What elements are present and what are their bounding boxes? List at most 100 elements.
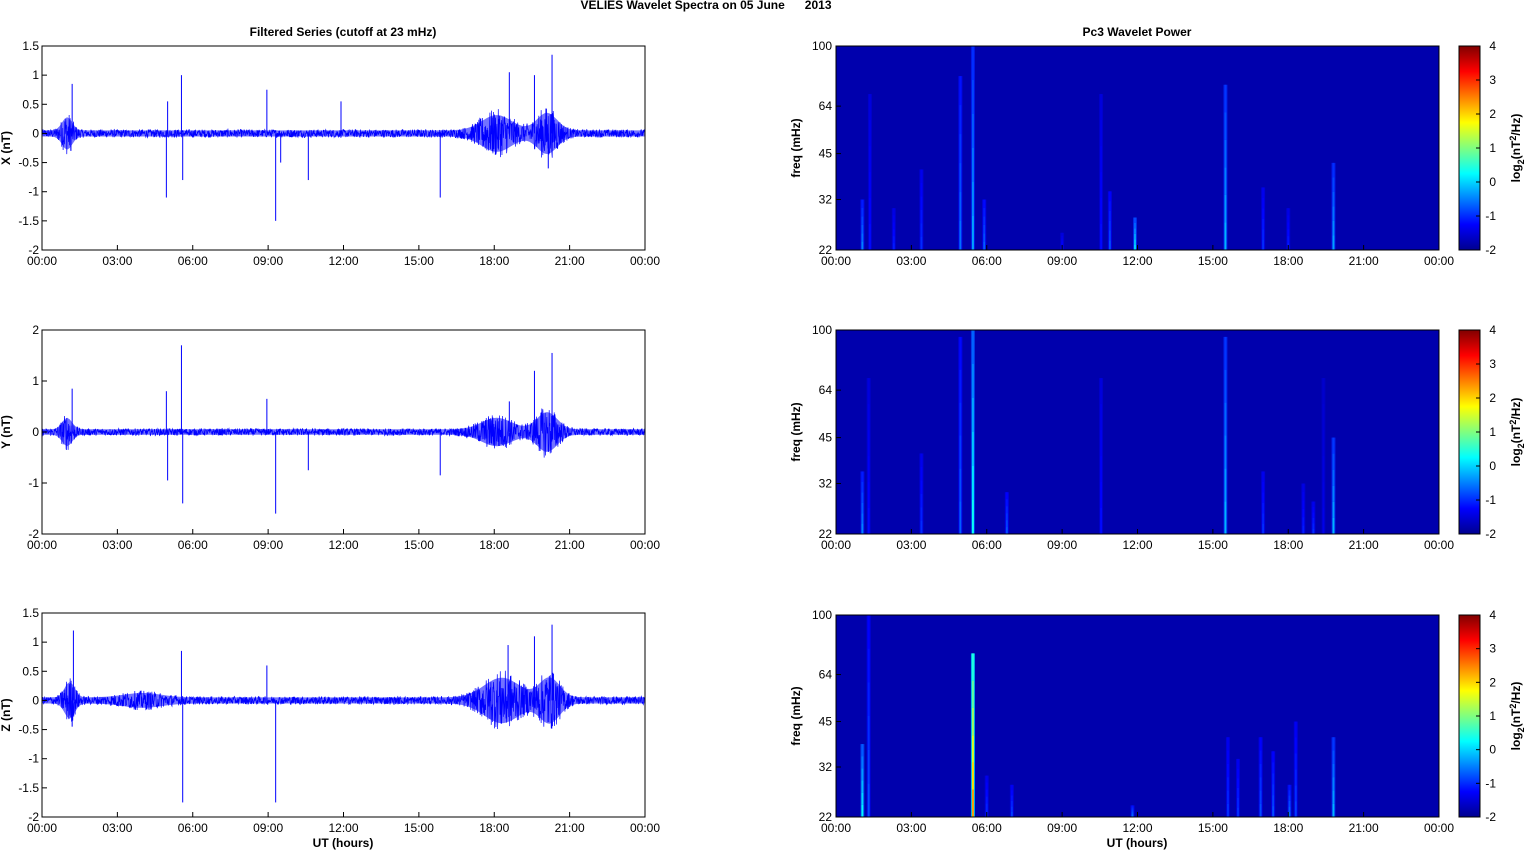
spectrogram-xtick-label: 06:00: [972, 538, 1002, 552]
power-streak: [1224, 84, 1227, 113]
spectrogram-xtick-label: 18:00: [1273, 254, 1303, 268]
power-streak: [861, 780, 864, 793]
power-streak: [1294, 785, 1297, 802]
power-streak: [1288, 800, 1291, 807]
power-streak: [971, 789, 974, 817]
power-streak: [1224, 501, 1227, 534]
power-streak: [1288, 790, 1291, 796]
power-streak: [1108, 201, 1111, 211]
colorbar-label-part: (nT: [1509, 424, 1523, 443]
power-streak: [1272, 784, 1275, 796]
power-streak: [861, 513, 864, 524]
power-streak: [868, 224, 871, 250]
series-envelope: [42, 677, 645, 724]
power-streak: [1332, 235, 1335, 250]
power-streak: [1332, 453, 1335, 470]
power-streak: [959, 336, 962, 370]
freq-tick-label: 32: [819, 760, 833, 774]
power-streak: [1108, 210, 1111, 221]
power-streak: [971, 80, 974, 114]
right-column-title: Pc3 Wavelet Power: [1083, 25, 1192, 39]
left-column-title: Filtered Series (cutoff at 23 mHz): [250, 25, 437, 39]
ytick-label: 1: [32, 635, 39, 649]
series-envelope: [42, 112, 645, 154]
colorbar-tick-label: 4: [1489, 323, 1496, 337]
power-streak: [1259, 803, 1262, 817]
colorbar-tick-label: -1: [1485, 209, 1496, 223]
power-streak: [1224, 139, 1227, 168]
spectrogram-xtick-label: 03:00: [896, 821, 926, 835]
power-streak: [892, 236, 895, 244]
power-streak: [1322, 482, 1325, 509]
power-streak: [1061, 238, 1064, 242]
power-streak: [959, 163, 962, 193]
power-streak: [971, 500, 974, 534]
power-streak: [892, 229, 895, 237]
power-streak: [959, 435, 962, 469]
power-streak: [971, 735, 974, 763]
power-streak: [1100, 224, 1103, 250]
power-streak: [1312, 506, 1315, 513]
power-streak: [1262, 523, 1265, 534]
spectrogram-xtick-label: 21:00: [1349, 254, 1379, 268]
colorbar-label-part: 2: [1508, 704, 1518, 709]
colorbar-tick-label: 4: [1489, 608, 1496, 622]
power-streak: [1272, 762, 1275, 774]
power-streak: [1226, 737, 1229, 751]
spectrogram-xtick-label: 09:00: [1047, 254, 1077, 268]
series-xtick-label: 18:00: [479, 821, 509, 835]
power-streak: [1312, 501, 1315, 507]
power-streak: [1224, 194, 1227, 223]
ytick-label: -1: [28, 185, 39, 199]
power-streak: [1061, 241, 1064, 245]
ytick-label: -1: [28, 476, 39, 490]
spectrogram-xtick-label: 00:00: [1424, 821, 1454, 835]
colorbar-tick-label: -2: [1485, 527, 1496, 541]
colorbar-tick-label: 0: [1489, 175, 1496, 189]
colorbar-label-part: 2: [1516, 727, 1526, 732]
power-streak: [867, 749, 870, 784]
power-streak: [1302, 525, 1305, 534]
power-streak: [959, 221, 962, 250]
power-streak: [920, 493, 923, 508]
power-streak: [1100, 430, 1103, 457]
power-streak: [868, 198, 871, 225]
ytick-label: -2: [28, 243, 39, 257]
power-streak: [867, 508, 870, 534]
colorbar-tick-label: -1: [1485, 776, 1496, 790]
power-streak: [1302, 491, 1305, 501]
power-streak: [861, 502, 864, 514]
power-streak: [1332, 220, 1335, 236]
ytick-label: 1.5: [22, 606, 39, 620]
spectrogram-xtick-label: 00:00: [821, 254, 851, 268]
power-streak: [867, 682, 870, 716]
colorbar-label-part: 2: [1508, 136, 1518, 141]
colorbar-tick-label: 0: [1489, 743, 1496, 757]
power-streak: [1133, 217, 1136, 223]
power-streak: [1272, 795, 1275, 807]
power-streak: [1259, 790, 1262, 804]
power-streak: [1294, 737, 1297, 754]
freq-tick-label: 22: [819, 527, 833, 541]
series-xtick-label: 15:00: [404, 538, 434, 552]
power-streak: [867, 615, 870, 649]
power-streak: [1224, 402, 1227, 436]
series-xtick-label: 06:00: [178, 254, 208, 268]
power-streak: [1100, 378, 1103, 405]
ytick-label: 0.5: [22, 664, 39, 678]
spectrogram-xtick-label: 06:00: [972, 254, 1002, 268]
power-streak: [1224, 435, 1227, 469]
series-xtick-label: 00:00: [27, 254, 57, 268]
power-streak: [861, 492, 864, 503]
power-streak: [1005, 506, 1008, 514]
power-streak: [920, 507, 923, 521]
ytick-label: -1.5: [18, 781, 39, 795]
colorbar-label-part: log: [1509, 448, 1523, 466]
power-streak: [1287, 229, 1290, 237]
colorbar-tick-label: 3: [1489, 73, 1496, 87]
power-streak: [971, 707, 974, 736]
power-streak: [1332, 162, 1335, 178]
power-streak: [959, 192, 962, 222]
spectrogram-xtick-label: 03:00: [896, 538, 926, 552]
power-streak: [920, 236, 923, 250]
